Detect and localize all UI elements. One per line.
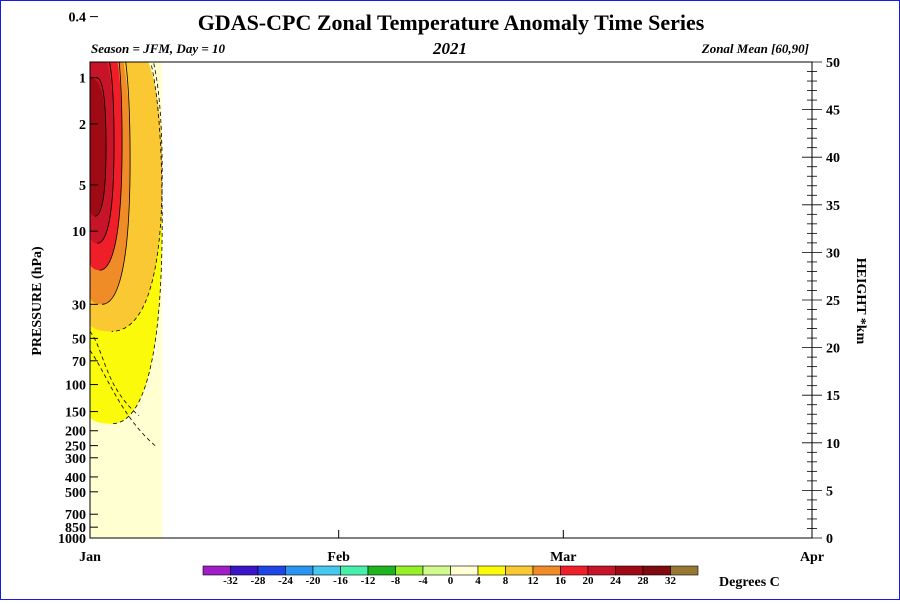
pressure-tick-label: 1 [79, 72, 86, 87]
pressure-tick-label: 10 [72, 225, 86, 240]
height-tick-label: 30 [826, 246, 840, 261]
pressure-tick-label: 500 [65, 486, 86, 501]
height-tick-label: 45 [826, 104, 840, 119]
height-tick-label: 20 [826, 342, 840, 357]
anomaly-field [90, 62, 163, 538]
pressure-tick-label: 1000 [58, 532, 86, 547]
height-tick-label: 25 [826, 294, 840, 309]
season-label: Season = JFM, Day = 10 [91, 41, 225, 56]
colorbar-tick-label: -20 [306, 575, 321, 587]
height-tick-label: 5 [826, 484, 833, 499]
colorbar-swatch [670, 565, 699, 576]
colorbar-swatch [230, 565, 259, 576]
colorbar-units-label: Degrees C [719, 575, 780, 590]
contour-line [111, 62, 163, 425]
colorbar-tick-label: -16 [333, 575, 348, 587]
pressure-tick-label: 400 [65, 471, 86, 486]
anomaly-region [90, 77, 107, 217]
colorbar-swatch [202, 565, 231, 576]
contour-line [99, 62, 123, 271]
colorbar-tick-label: -8 [391, 575, 401, 587]
colorbar-tick-label: -32 [223, 575, 238, 587]
pressure-tick-label: 200 [65, 425, 86, 440]
plot-area-border [89, 61, 813, 539]
time-tick-label: Feb [327, 550, 350, 565]
zonal-mean-label: Zonal Mean [60,90] [701, 41, 809, 56]
chart-title: GDAS-CPC Zonal Temperature Anomaly Time … [198, 10, 705, 35]
contour-line [111, 62, 163, 332]
pressure-tick-label: 700 [65, 508, 86, 523]
height-axis-label: HEIGHT *km [853, 258, 868, 345]
contour-lines [90, 62, 163, 446]
colorbar-swatch [532, 565, 561, 576]
time-tick-label: Jan [79, 550, 101, 565]
pressure-tick-label: 30 [72, 298, 86, 313]
pressure-tick-label: 50 [72, 332, 86, 347]
colorbar-swatch [560, 565, 589, 576]
colorbar-swatch [642, 565, 671, 576]
colorbar-swatch [422, 565, 451, 576]
time-tick-label: Mar [550, 550, 576, 565]
pressure-tick-label: 250 [65, 440, 86, 455]
pressure-tick-label: 70 [72, 355, 86, 370]
colorbar-tick-label: -28 [251, 575, 266, 587]
colorbar-swatch [615, 565, 644, 576]
colorbar-tick-label: 12 [528, 575, 540, 587]
time-tick-label: Apr [800, 550, 824, 565]
height-tick-label: 50 [826, 56, 840, 71]
colorbar-tick-label: -4 [418, 575, 428, 587]
pressure-tick-label: 2 [79, 118, 86, 133]
colorbar-swatch [257, 565, 286, 576]
time-axis: Jan Feb Mar Apr [79, 530, 824, 565]
colorbar-swatch [477, 565, 506, 576]
height-tick-label: 10 [826, 437, 840, 452]
colorbar-tick-label: 20 [583, 575, 595, 587]
colorbar-swatch [505, 565, 534, 576]
height-tick-label: 15 [826, 389, 840, 404]
colorbar-swatch [340, 565, 369, 576]
colorbar: -32 -28 -24 -20 -16 -12 -8 -4 0 4 8 12 16 20 24 28 32 [202, 565, 699, 587]
colorbar-tick-label: 16 [555, 575, 567, 587]
pressure-tick-label: 150 [65, 406, 86, 421]
colorbar-tick-label: 4 [475, 575, 481, 587]
year-label: 2021 [432, 39, 467, 58]
colorbar-tick-label: 24 [610, 575, 622, 587]
colorbar-tick-label: -12 [361, 575, 376, 587]
colorbar-tick-label: 28 [638, 575, 650, 587]
height-tick-label: 0 [826, 532, 833, 547]
height-tick-label: 35 [826, 199, 840, 214]
contour-line [90, 350, 156, 446]
colorbar-swatch [312, 565, 341, 576]
height-tick-label: 40 [826, 151, 840, 166]
colorbar-swatch [367, 565, 396, 576]
colorbar-swatch [587, 565, 616, 576]
pressure-tick-label: 0.4 [69, 11, 87, 26]
colorbar-swatch [285, 565, 314, 576]
contour-line [97, 62, 115, 244]
pressure-tick-label: 850 [65, 521, 86, 536]
colorbar-swatch [450, 565, 479, 576]
contour-line [94, 77, 107, 217]
pressure-tick-label: 100 [65, 379, 86, 394]
contour-line [102, 62, 131, 305]
colorbar-swatch [395, 565, 424, 576]
colorbar-tick-label: 32 [665, 575, 677, 587]
height-axis: 0 5 10 15 20 25 30 35 40 45 50 [802, 56, 840, 547]
colorbar-tick-label: -24 [278, 575, 293, 587]
pressure-tick-label: 5 [79, 179, 86, 194]
pressure-tick-label: 300 [65, 452, 86, 467]
pressure-axis-label: PRESSURE (hPa) [30, 246, 45, 356]
colorbar-tick-label: 8 [503, 575, 509, 587]
colorbar-tick-label: 0 [448, 575, 454, 587]
